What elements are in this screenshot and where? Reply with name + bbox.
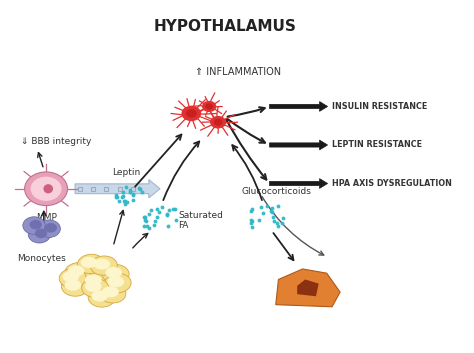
Text: ⇓ BBB integrity: ⇓ BBB integrity (21, 137, 92, 146)
Text: HYPOTHALAMUS: HYPOTHALAMUS (154, 19, 296, 34)
Ellipse shape (59, 269, 86, 288)
Ellipse shape (64, 280, 81, 291)
Ellipse shape (63, 271, 79, 282)
Circle shape (210, 116, 226, 128)
Circle shape (45, 223, 57, 233)
Circle shape (31, 176, 62, 201)
Ellipse shape (108, 276, 124, 287)
Ellipse shape (82, 272, 109, 291)
Ellipse shape (88, 288, 115, 307)
Ellipse shape (78, 254, 104, 274)
Text: LEPTIN RESISTANCE: LEPTIN RESISTANCE (332, 140, 422, 149)
Polygon shape (276, 269, 340, 307)
Text: ⇑ INFLAMMATION: ⇑ INFLAMMATION (195, 67, 281, 77)
Ellipse shape (85, 275, 101, 286)
Ellipse shape (105, 267, 122, 278)
Polygon shape (297, 280, 319, 296)
Circle shape (28, 226, 51, 243)
Text: MMP: MMP (36, 213, 56, 222)
Ellipse shape (93, 258, 110, 270)
Circle shape (182, 106, 201, 121)
Circle shape (214, 119, 222, 126)
Text: Leptin: Leptin (112, 168, 141, 176)
Text: INSULIN RESISTANCE: INSULIN RESISTANCE (332, 102, 428, 111)
Ellipse shape (68, 265, 84, 276)
Ellipse shape (104, 274, 131, 293)
Circle shape (186, 109, 197, 118)
FancyArrow shape (270, 140, 328, 150)
Circle shape (35, 229, 47, 238)
Ellipse shape (82, 278, 109, 298)
Circle shape (38, 220, 60, 238)
Text: Saturated
FA: Saturated FA (178, 211, 223, 230)
FancyArrow shape (270, 179, 328, 189)
Ellipse shape (44, 184, 53, 193)
Circle shape (23, 217, 45, 234)
Circle shape (202, 101, 216, 112)
Ellipse shape (102, 264, 129, 283)
Ellipse shape (85, 281, 101, 292)
Circle shape (205, 103, 213, 109)
Circle shape (25, 172, 67, 205)
FancyArrow shape (75, 180, 160, 198)
Ellipse shape (99, 284, 126, 303)
Ellipse shape (81, 257, 97, 268)
Ellipse shape (91, 291, 108, 301)
Text: Monocytes: Monocytes (17, 253, 66, 263)
Circle shape (29, 220, 42, 229)
FancyArrow shape (270, 102, 328, 111)
Text: HPA AXIS DYSREGULATION: HPA AXIS DYSREGULATION (332, 179, 452, 188)
Text: Glucocorticoids: Glucocorticoids (241, 187, 311, 196)
Ellipse shape (62, 277, 88, 296)
Ellipse shape (102, 286, 119, 297)
Ellipse shape (64, 263, 91, 282)
Ellipse shape (91, 256, 117, 275)
